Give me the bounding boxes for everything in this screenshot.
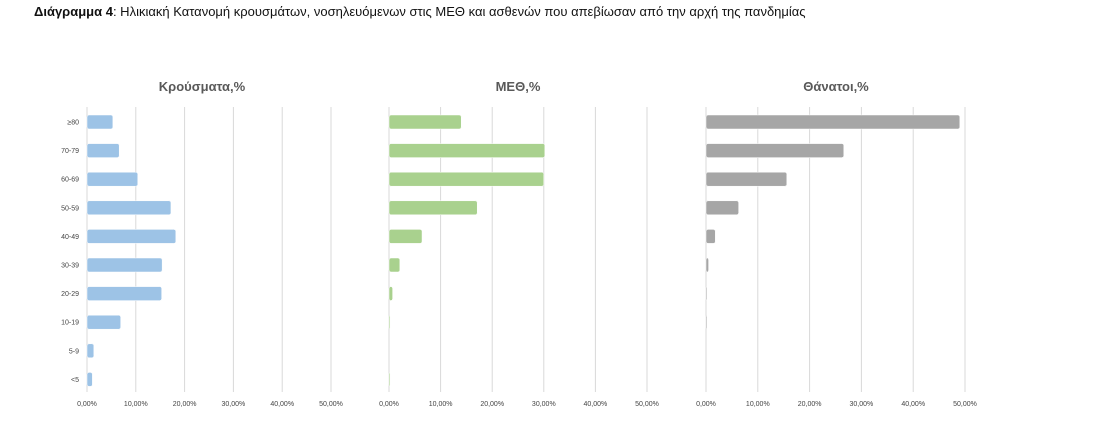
x-tick-label: 10,00% (429, 401, 453, 408)
x-tick-label: 30,00% (532, 401, 556, 408)
bar (388, 229, 423, 244)
bar (388, 114, 462, 130)
bar (86, 200, 172, 216)
x-tick-label: 0,00% (77, 401, 97, 408)
bar (86, 114, 114, 130)
x-tick-label: 50,00% (953, 401, 977, 408)
bar (86, 229, 177, 244)
x-tick-label: 20,00% (798, 401, 822, 408)
category-label: ≥80 (67, 120, 79, 127)
category-label: 70-79 (61, 148, 79, 155)
bar (86, 143, 120, 158)
category-label: 20-29 (61, 291, 79, 298)
figure-caption-text: : Ηλικιακή Κατανομή κρουσμάτων, νοσηλευό… (112, 4, 806, 19)
x-tick-label: 40,00% (584, 401, 608, 408)
bar (705, 171, 788, 187)
x-tick-label: 20,00% (173, 401, 197, 408)
category-label: 50-59 (61, 205, 79, 212)
bar (388, 257, 401, 273)
chart-title: Κρούσματα,% (159, 79, 246, 94)
bar (388, 314, 391, 330)
x-tick-label: 10,00% (124, 401, 148, 408)
bar (705, 314, 708, 330)
bar (705, 143, 845, 158)
category-label: <5 (71, 377, 79, 384)
bar (86, 343, 95, 359)
figure-caption-label: Διάγραμμα 4 (34, 4, 113, 19)
chart-panel-1: 0,00% 10,00% 20,00% 30,00% 40,00% 50,00% Κρούσ… (61, 79, 343, 408)
x-tick-label: 10,00% (746, 401, 770, 408)
bar (705, 286, 708, 301)
chart-title: ΜΕΘ,% (496, 79, 541, 94)
x-tick-label: 20,00% (480, 401, 504, 408)
x-tick-label: 40,00% (270, 401, 294, 408)
bar (86, 171, 139, 187)
chart-panel-2: 0,00% 10,00% 20,00% 30,00% 40,00% 50,00% ΜΕΘ,% (379, 79, 659, 408)
bar (86, 257, 163, 273)
bar (705, 229, 716, 244)
x-tick-label: 30,00% (222, 401, 246, 408)
category-label: 30-39 (61, 263, 79, 270)
x-tick-label: 30,00% (850, 401, 874, 408)
chart-panel-3: 0,00% 10,00% 20,00% 30,00% 40,00% 50,00% Θάνατ… (696, 79, 977, 408)
category-label: 60-69 (61, 177, 79, 184)
bar (388, 372, 391, 387)
x-tick-label: 0,00% (379, 401, 399, 408)
bar (388, 286, 393, 301)
bar (388, 171, 545, 187)
x-tick-label: 50,00% (635, 401, 659, 408)
category-label: 10-19 (61, 320, 79, 327)
chart-title: Θάνατοι,% (803, 79, 869, 94)
x-tick-label: 50,00% (319, 401, 343, 408)
x-tick-label: 40,00% (901, 401, 925, 408)
category-label: 40-49 (61, 234, 79, 241)
bar (86, 372, 93, 387)
figure-caption: Διάγραμμα 4: Ηλικιακή Κατανομή κρουσμάτω… (34, 4, 806, 19)
bar (388, 143, 546, 158)
bar (388, 200, 478, 216)
bar (86, 286, 162, 301)
bar (705, 200, 739, 216)
bar (86, 314, 121, 330)
category-label: 5-9 (69, 348, 79, 355)
bar (705, 257, 709, 273)
bar (705, 114, 961, 130)
x-tick-label: 0,00% (696, 401, 716, 408)
